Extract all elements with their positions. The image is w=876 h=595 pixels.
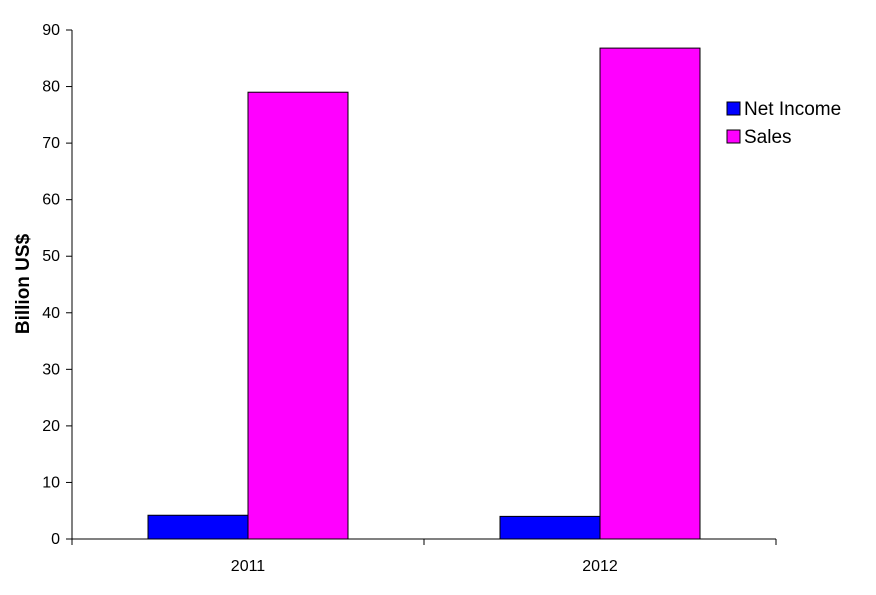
y-axis: 0 10 20 30 40 50 60 70 80 90 (42, 22, 73, 548)
y-tick-label: 10 (42, 474, 60, 491)
bar (147, 514, 249, 540)
bars (147, 47, 701, 540)
legend: Net Income Sales (726, 99, 841, 148)
legend-label: Sales (744, 127, 792, 148)
y-ticks: 0 10 20 30 40 50 60 70 80 90 (42, 22, 72, 548)
y-tick-label: 80 (42, 79, 60, 96)
y-tick-label: 70 (42, 135, 60, 152)
y-tick-label: 0 (51, 531, 60, 548)
legend-label: Net Income (744, 99, 841, 120)
x-tick-label: 2011 (231, 558, 266, 575)
y-tick-label: 60 (42, 192, 60, 209)
legend-swatch (726, 129, 741, 144)
x-axis: 2011 2012 (71, 538, 777, 575)
bar (599, 47, 701, 540)
bar (499, 515, 601, 540)
y-tick-label: 20 (42, 418, 60, 435)
y-tick-label: 50 (42, 248, 60, 265)
x-ticks: 2011 2012 (71, 539, 777, 575)
x-tick-label: 2012 (582, 558, 618, 575)
bar (247, 91, 349, 540)
y-tick-label: 30 (42, 361, 60, 378)
y-axis-title: Billion US$ (13, 233, 34, 334)
y-tick-label: 40 (42, 305, 60, 322)
legend-swatch (726, 101, 741, 116)
y-tick-label: 90 (42, 22, 60, 39)
